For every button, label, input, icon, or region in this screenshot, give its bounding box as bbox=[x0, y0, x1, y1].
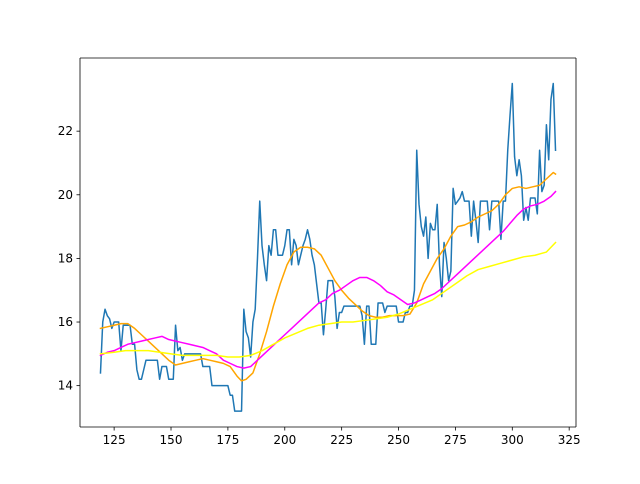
series-2-line bbox=[99, 171, 557, 382]
x-tick-label: 275 bbox=[444, 433, 467, 447]
x-tick-label: 325 bbox=[558, 433, 581, 447]
x-tick-label: 175 bbox=[216, 433, 239, 447]
series-layer bbox=[99, 82, 557, 412]
series-4-line bbox=[99, 241, 557, 358]
y-tick-label: 20 bbox=[58, 188, 73, 202]
y-tick-label: 18 bbox=[58, 251, 73, 265]
y-tick-label: 16 bbox=[58, 315, 73, 329]
x-tick-label: 125 bbox=[103, 433, 126, 447]
x-tick-label: 300 bbox=[501, 433, 524, 447]
axes-layer: 125 150 175 200 225 250 275 300 325 14 16 18 20 22 bbox=[58, 57, 581, 447]
series-1-line bbox=[99, 82, 557, 412]
series-3-line bbox=[99, 190, 557, 369]
x-tick-label: 250 bbox=[387, 433, 410, 447]
y-tick-label: 22 bbox=[58, 124, 73, 138]
y-tick-label: 14 bbox=[58, 379, 73, 393]
x-tick-label: 200 bbox=[273, 433, 296, 447]
x-tick-label: 150 bbox=[160, 433, 183, 447]
x-tick-label: 225 bbox=[330, 433, 353, 447]
